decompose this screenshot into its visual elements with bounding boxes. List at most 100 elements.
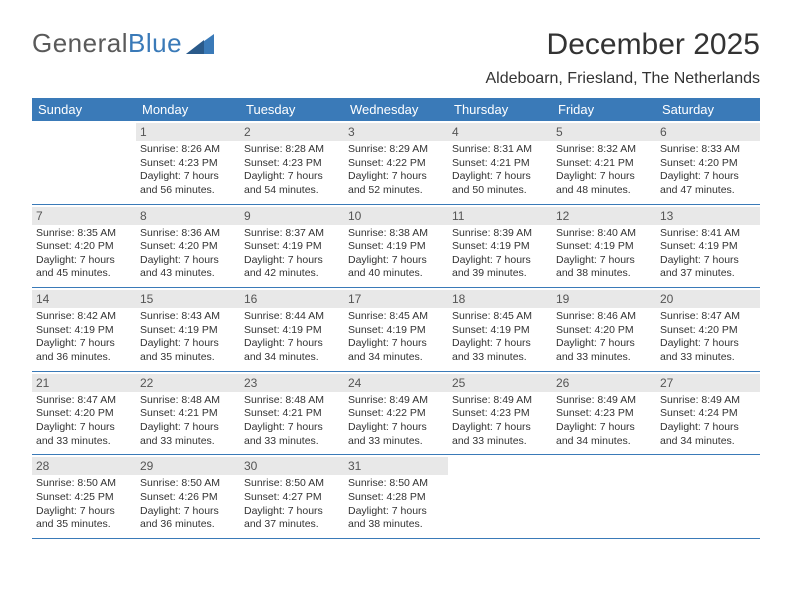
day-cell: 12 Sunrise: 8:40 AMSunset: 4:19 PMDayligh… (552, 205, 656, 288)
daylight-text: Daylight: 7 hours and 33 minutes. (452, 337, 548, 364)
daylight-text: Daylight: 7 hours and 34 minutes. (348, 337, 444, 364)
sunrise-text: Sunrise: 8:49 AM (348, 394, 444, 408)
daylight-text: Daylight: 7 hours and 33 minutes. (348, 421, 444, 448)
day-number: 6 (656, 123, 760, 141)
sunrise-text: Sunrise: 8:46 AM (556, 310, 652, 324)
daylight-text: Daylight: 7 hours and 54 minutes. (244, 170, 340, 197)
sunrise-text: Sunrise: 8:38 AM (348, 227, 444, 241)
sunrise-text: Sunrise: 8:43 AM (140, 310, 236, 324)
daylight-text: Daylight: 7 hours and 33 minutes. (660, 337, 756, 364)
sunrise-text: Sunrise: 8:49 AM (660, 394, 756, 408)
day-details: Sunrise: 8:45 AMSunset: 4:19 PMDaylight:… (348, 310, 444, 365)
day-number: 14 (32, 290, 136, 308)
sunrise-text: Sunrise: 8:50 AM (36, 477, 132, 491)
sunrise-text: Sunrise: 8:28 AM (244, 143, 340, 157)
day-details: Sunrise: 8:26 AMSunset: 4:23 PMDaylight:… (140, 143, 236, 198)
day-cell: 21Sunrise: 8:47 AMSunset: 4:20 PMDayligh… (32, 372, 136, 455)
sunrise-text: Sunrise: 8:29 AM (348, 143, 444, 157)
day-cell: 27Sunrise: 8:49 AMSunset: 4:24 PMDayligh… (656, 372, 760, 455)
location-text: Aldeboarn, Friesland, The Netherlands (485, 70, 760, 88)
daylight-text: Daylight: 7 hours and 34 minutes. (556, 421, 652, 448)
sunset-text: Sunset: 4:19 PM (660, 240, 756, 254)
weeks-container: 1Sunrise: 8:26 AMSunset: 4:23 PMDaylight… (32, 121, 760, 539)
day-details: Sunrise: 8:36 AMSunset: 4:20 PMDaylight:… (140, 227, 236, 282)
sunset-text: Sunset: 4:21 PM (556, 157, 652, 171)
sunset-text: Sunset: 4:19 PM (556, 240, 652, 254)
day-details: Sunrise: 8:42 AMSunset: 4:19 PMDaylight:… (36, 310, 132, 365)
day-number: 17 (344, 290, 448, 308)
day-cell: 5Sunrise: 8:32 AMSunset: 4:21 PMDaylight… (552, 121, 656, 204)
sunrise-text: Sunrise: 8:40 AM (556, 227, 652, 241)
day-number: 28 (32, 457, 136, 475)
daylight-text: Daylight: 7 hours and 36 minutes. (36, 337, 132, 364)
day-details: Sunrise: 8:43 AMSunset: 4:19 PMDaylight:… (140, 310, 236, 365)
day-number: 26 (552, 374, 656, 392)
day-details: Sunrise: 8:35 AMSunset: 4:20 PMDaylight:… (36, 227, 132, 282)
day-number: 9 (240, 207, 344, 225)
logo-text-2: Blue (128, 28, 182, 59)
day-details: Sunrise: 8:50 AMSunset: 4:25 PMDaylight:… (36, 477, 132, 532)
sunset-text: Sunset: 4:21 PM (244, 407, 340, 421)
day-details: Sunrise: 8:40 AMSunset: 4:19 PMDaylight:… (556, 227, 652, 282)
sunrise-text: Sunrise: 8:44 AM (244, 310, 340, 324)
day-number: 13 (656, 207, 760, 225)
sunrise-text: Sunrise: 8:48 AM (244, 394, 340, 408)
day-number: 5 (552, 123, 656, 141)
sunrise-text: Sunrise: 8:41 AM (660, 227, 756, 241)
daylight-text: Daylight: 7 hours and 47 minutes. (660, 170, 756, 197)
daylight-text: Daylight: 7 hours and 37 minutes. (660, 254, 756, 281)
daylight-text: Daylight: 7 hours and 33 minutes. (452, 421, 548, 448)
day-number: 30 (240, 457, 344, 475)
day-details: Sunrise: 8:49 AMSunset: 4:22 PMDaylight:… (348, 394, 444, 449)
daylight-text: Daylight: 7 hours and 33 minutes. (140, 421, 236, 448)
logo-triangle-icon (186, 34, 214, 54)
day-details: Sunrise: 8:48 AMSunset: 4:21 PMDaylight:… (140, 394, 236, 449)
day-details: Sunrise: 8:31 AMSunset: 4:21 PMDaylight:… (452, 143, 548, 198)
sunset-text: Sunset: 4:23 PM (452, 407, 548, 421)
day-cell: 22Sunrise: 8:48 AMSunset: 4:21 PMDayligh… (136, 372, 240, 455)
day-number: 19 (552, 290, 656, 308)
day-details: Sunrise: 8:46 AMSunset: 4:20 PMDaylight:… (556, 310, 652, 365)
daylight-text: Daylight: 7 hours and 35 minutes. (36, 505, 132, 532)
sunset-text: Sunset: 4:20 PM (36, 407, 132, 421)
day-cell: 9 Sunrise: 8:37 AMSunset: 4:19 PMDaylight… (240, 205, 344, 288)
day-number: 23 (240, 374, 344, 392)
week-row: 14 Sunrise: 8:42 AMSunset: 4:19 PMDayligh… (32, 288, 760, 372)
sunset-text: Sunset: 4:20 PM (660, 157, 756, 171)
day-details: Sunrise: 8:37 AMSunset: 4:19 PMDaylight:… (244, 227, 340, 282)
day-number: 7 (32, 207, 136, 225)
sunrise-text: Sunrise: 8:50 AM (348, 477, 444, 491)
day-cell: 4Sunrise: 8:31 AMSunset: 4:21 PMDaylight… (448, 121, 552, 204)
day-cell: 19 Sunrise: 8:46 AMSunset: 4:20 PMDayligh… (552, 288, 656, 371)
day-cell: 26Sunrise: 8:49 AMSunset: 4:23 PMDayligh… (552, 372, 656, 455)
calendar: SundayMondayTuesdayWednesdayThursdayFrid… (32, 98, 760, 539)
day-cell: 1Sunrise: 8:26 AMSunset: 4:23 PMDaylight… (136, 121, 240, 204)
sunset-text: Sunset: 4:23 PM (140, 157, 236, 171)
sunset-text: Sunset: 4:19 PM (348, 324, 444, 338)
daylight-text: Daylight: 7 hours and 38 minutes. (348, 505, 444, 532)
day-details: Sunrise: 8:50 AMSunset: 4:28 PMDaylight:… (348, 477, 444, 532)
day-cell: 17 Sunrise: 8:45 AMSunset: 4:19 PMDayligh… (344, 288, 448, 371)
day-details: Sunrise: 8:28 AMSunset: 4:23 PMDaylight:… (244, 143, 340, 198)
sunrise-text: Sunrise: 8:50 AM (140, 477, 236, 491)
day-cell: 6Sunrise: 8:33 AMSunset: 4:20 PMDaylight… (656, 121, 760, 204)
month-title: December 2025 (485, 28, 760, 62)
sunset-text: Sunset: 4:23 PM (244, 157, 340, 171)
day-cell: 28 Sunrise: 8:50 AMSunset: 4:25 PMDayligh… (32, 455, 136, 538)
day-cell: 30Sunrise: 8:50 AMSunset: 4:27 PMDayligh… (240, 455, 344, 538)
week-row: 28 Sunrise: 8:50 AMSunset: 4:25 PMDayligh… (32, 455, 760, 539)
sunset-text: Sunset: 4:21 PM (140, 407, 236, 421)
day-number: 12 (552, 207, 656, 225)
sunset-text: Sunset: 4:20 PM (36, 240, 132, 254)
day-number: 8 (136, 207, 240, 225)
daylight-text: Daylight: 7 hours and 48 minutes. (556, 170, 652, 197)
day-cell (448, 455, 552, 538)
day-cell: 25Sunrise: 8:49 AMSunset: 4:23 PMDayligh… (448, 372, 552, 455)
weekday-header-row: SundayMondayTuesdayWednesdayThursdayFrid… (32, 98, 760, 121)
sunset-text: Sunset: 4:20 PM (556, 324, 652, 338)
sunrise-text: Sunrise: 8:37 AM (244, 227, 340, 241)
sunrise-text: Sunrise: 8:39 AM (452, 227, 548, 241)
daylight-text: Daylight: 7 hours and 45 minutes. (36, 254, 132, 281)
day-details: Sunrise: 8:49 AMSunset: 4:23 PMDaylight:… (452, 394, 548, 449)
day-details: Sunrise: 8:47 AMSunset: 4:20 PMDaylight:… (36, 394, 132, 449)
